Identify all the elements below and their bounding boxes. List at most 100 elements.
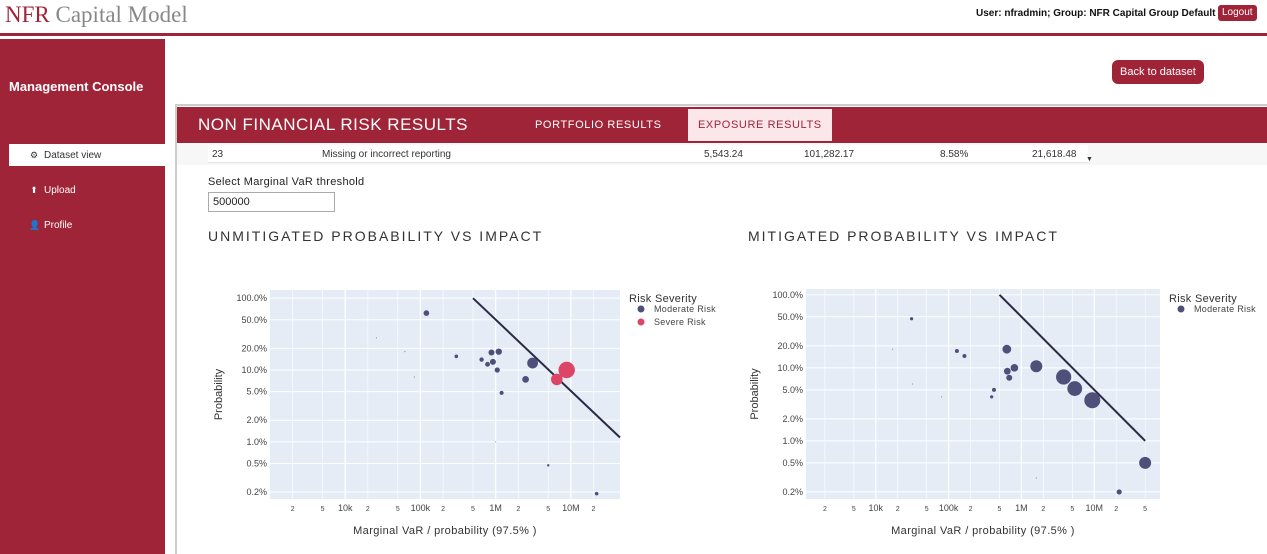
logo-text: Capital Model xyxy=(49,2,188,27)
data-point[interactable] xyxy=(499,390,504,395)
data-point[interactable] xyxy=(1035,477,1037,479)
x-tick-label: 5 xyxy=(396,506,400,513)
data-point[interactable] xyxy=(1006,374,1013,381)
x-tick-label: 5 xyxy=(852,506,856,513)
data-point[interactable] xyxy=(375,337,378,339)
plot-area xyxy=(806,289,1160,499)
y-tick-label: 1.0% xyxy=(246,437,267,447)
y-tick-label: 20.0% xyxy=(777,341,803,351)
y-tick-label: 5.0% xyxy=(246,387,267,397)
x-tick-label: 2 xyxy=(592,506,596,513)
legend-entry[interactable]: Moderate Risk xyxy=(654,304,716,314)
y-tick-label: 1.0% xyxy=(782,436,803,446)
y-tick-label: 5.0% xyxy=(782,385,803,395)
y-tick-label: 50.0% xyxy=(241,315,267,325)
logout-button[interactable]: Logout xyxy=(1218,5,1257,21)
unmitigated-scatter-chart[interactable]: 2 5 10k 2 5 100k 2 5 1M 2 5 10M 2 100.0% 50.0% 20.0% 10.… xyxy=(208,249,732,554)
data-point[interactable] xyxy=(1084,392,1101,409)
y-tick-label: 100.0% xyxy=(236,293,267,303)
tab-portfolio-results[interactable]: PORTFOLIO RESULTS xyxy=(535,119,662,131)
table-row[interactable]: 23 Missing or incorrect reporting 5,543.… xyxy=(208,145,1088,163)
data-point[interactable] xyxy=(891,348,894,350)
tab-exposure-results[interactable]: EXPOSURE RESULTS xyxy=(688,109,832,141)
x-tick-label: 5 xyxy=(925,506,929,513)
threshold-line xyxy=(998,294,1146,442)
legend-entry[interactable]: Severe Risk xyxy=(654,317,706,327)
data-point[interactable] xyxy=(547,464,550,467)
data-point[interactable] xyxy=(558,361,575,379)
data-point[interactable] xyxy=(1002,344,1012,354)
user-info: User: nfradmin; Group: NFR Capital Group… xyxy=(976,8,1216,19)
data-point[interactable] xyxy=(990,395,994,399)
mitigated-chart-title: MITIGATED PROBABILITY VS IMPACT xyxy=(748,228,1059,244)
data-point[interactable] xyxy=(527,357,539,369)
data-point[interactable] xyxy=(404,351,406,353)
data-point[interactable] xyxy=(479,357,484,362)
data-point[interactable] xyxy=(550,373,563,386)
x-tick-label: 2 xyxy=(896,506,900,513)
legend-entry[interactable]: Moderate Risk xyxy=(1194,304,1256,314)
sidebar-item-upload[interactable]: ⬆ Upload xyxy=(9,179,165,201)
data-point[interactable] xyxy=(494,367,500,373)
data-point[interactable] xyxy=(495,441,497,443)
data-point[interactable] xyxy=(991,387,996,392)
data-point[interactable] xyxy=(1056,369,1072,385)
data-point[interactable] xyxy=(423,310,430,316)
data-point[interactable] xyxy=(454,354,459,359)
panel-title: NON FINANCIAL RISK RESULTS xyxy=(198,115,468,134)
data-point[interactable] xyxy=(909,317,914,321)
x-tick-label: 2 xyxy=(969,506,973,513)
x-tick-label: 2 xyxy=(366,506,370,513)
legend-marker[interactable] xyxy=(637,318,645,326)
data-point[interactable] xyxy=(594,491,599,496)
x-tick-label: 5 xyxy=(1143,506,1147,513)
back-to-dataset-button[interactable]: Back to dataset xyxy=(1112,60,1204,84)
top-header: NFR Capital Model User: nfradmin; Group:… xyxy=(0,0,1267,36)
data-point[interactable] xyxy=(1067,381,1083,396)
data-point[interactable] xyxy=(1030,360,1043,373)
threshold-label: Select Marginal VaR threshold xyxy=(208,176,365,188)
legend-marker[interactable] xyxy=(1177,305,1185,313)
data-point[interactable] xyxy=(488,349,495,356)
data-point[interactable] xyxy=(1010,364,1019,372)
sidebar-item-profile[interactable]: 👤 Profile xyxy=(9,214,165,236)
y-tick-label: 0.2% xyxy=(782,487,803,497)
data-point[interactable] xyxy=(485,361,490,367)
logo-brand: NFR xyxy=(5,2,50,27)
sidebar-item-label: Profile xyxy=(44,219,73,231)
data-point[interactable] xyxy=(954,348,959,353)
scroll-down-icon[interactable]: ▼ xyxy=(1086,156,1093,163)
data-point[interactable] xyxy=(489,358,496,365)
threshold-input[interactable] xyxy=(208,192,335,212)
x-axis-label: Marginal VaR / probability (97.5% ) xyxy=(353,525,537,537)
data-point[interactable] xyxy=(940,396,943,398)
plot-area xyxy=(270,290,620,499)
y-axis-label: Probability xyxy=(749,368,761,420)
x-tick-label: 10M xyxy=(562,503,580,513)
threshold-line xyxy=(472,297,621,439)
app-logo[interactable]: NFR Capital Model xyxy=(5,2,188,28)
legend-marker[interactable] xyxy=(637,305,645,313)
cell-value-1: 5,543.24 xyxy=(704,149,743,160)
sidebar-item-dataset-view[interactable]: ⚙ Dataset view xyxy=(9,144,165,166)
data-point[interactable] xyxy=(413,376,415,378)
data-point[interactable] xyxy=(495,348,502,355)
data-point[interactable] xyxy=(911,383,914,385)
y-tick-label: 10.0% xyxy=(241,365,267,375)
x-tick-label: 2 xyxy=(823,506,827,513)
x-tick-label: 100k xyxy=(411,503,431,513)
data-point[interactable] xyxy=(962,354,967,359)
x-tick-label: 100k xyxy=(939,503,959,513)
y-tick-label: 0.5% xyxy=(246,458,267,468)
y-tick-label: 0.2% xyxy=(246,487,267,497)
x-tick-label: 10k xyxy=(869,503,884,513)
x-tick-label: 10k xyxy=(338,503,353,513)
mitigated-scatter-chart[interactable]: 2 5 10k 2 5 100k 2 5 1M 2 5 10M 2 5 100.0% 50.0% 20.0% 10… xyxy=(748,249,1267,554)
y-axis-label: Probability xyxy=(213,368,225,420)
gears-icon: ⚙ xyxy=(29,149,39,160)
y-tick-label: 2.0% xyxy=(782,414,803,424)
data-point[interactable] xyxy=(1139,456,1152,469)
data-point[interactable] xyxy=(1003,367,1011,375)
data-point[interactable] xyxy=(1116,489,1122,495)
data-point[interactable] xyxy=(522,376,529,383)
